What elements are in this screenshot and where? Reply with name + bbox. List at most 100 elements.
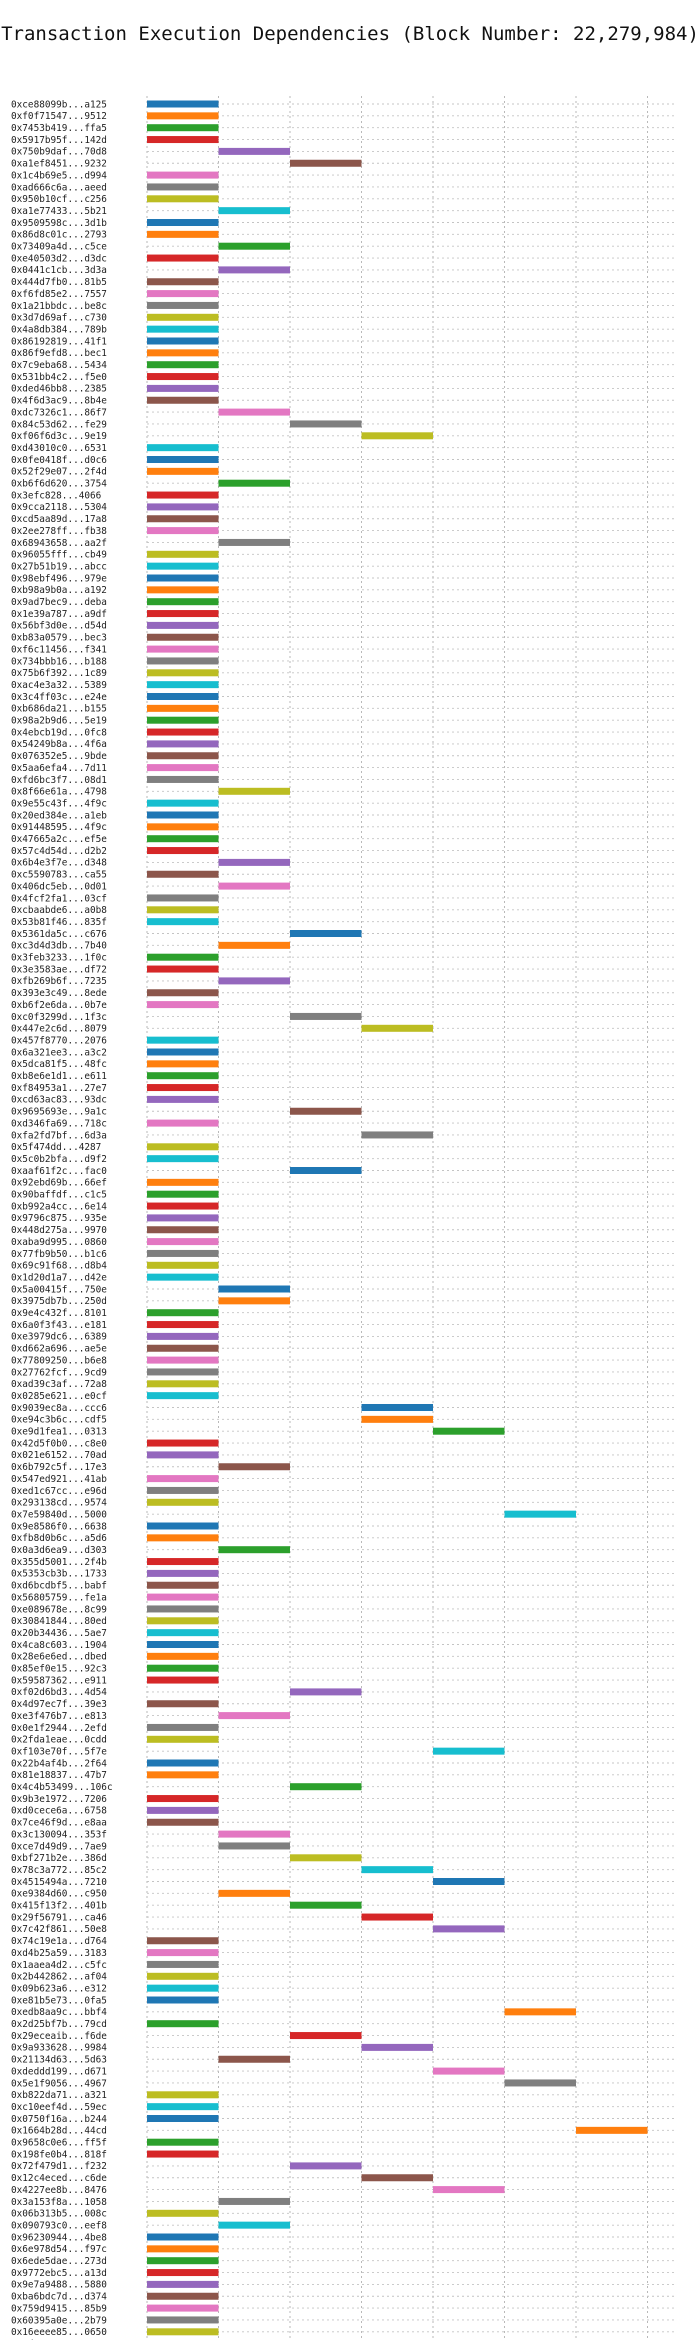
tx-label: 0x9e55c43f...4f9c [11, 798, 107, 809]
execution-bar [147, 2091, 219, 2099]
tx-label: 0x6e978d54...f97c [11, 2244, 107, 2255]
tx-label: 0x53b81f46...835f [11, 917, 107, 928]
tx-label: 0x355d5001...2f4b [11, 1557, 107, 1568]
execution-bar [147, 1984, 219, 1992]
execution-bar [147, 1795, 219, 1803]
tx-label: 0x198fe0b4...818f [11, 2149, 107, 2160]
execution-bar [218, 1712, 290, 1720]
execution-bar [147, 1498, 219, 1506]
tx-label: 0x6b4e3f7e...d348 [11, 858, 107, 869]
execution-bar [361, 2043, 433, 2051]
execution-bar [361, 1415, 433, 1423]
execution-bar [290, 2162, 362, 2170]
tx-label: 0xcbaabde6...a0b8 [11, 905, 107, 916]
execution-bar [218, 2197, 290, 2205]
tx-label: 0x54249b8a...4f6a [11, 739, 107, 750]
tx-label: 0x734bbb16...b188 [11, 656, 107, 667]
tx-label: 0x0a3d6ea9...d303 [11, 1545, 107, 1556]
tx-label: 0x3d7d69af...c730 [11, 313, 107, 324]
tx-label: 0x950b10cf...c256 [11, 194, 107, 205]
execution-bar [290, 1854, 362, 1862]
execution-bar [147, 124, 219, 132]
execution-bar [218, 1830, 290, 1838]
execution-bar [147, 183, 219, 191]
tx-label: 0x7453b419...ffa5 [11, 123, 107, 134]
execution-bar [147, 1558, 219, 1566]
tx-label: 0x52f29e07...2f4d [11, 467, 107, 478]
tx-label: 0x0441c1cb...3d3a [11, 265, 107, 276]
tx-label: 0x60395a0e...2b79 [11, 2315, 107, 2326]
tx-label: 0x85ef0e15...92c3 [11, 1664, 107, 1675]
execution-bar [147, 752, 219, 760]
execution-bar [147, 1581, 219, 1589]
tx-label: 0x415f13f2...401b [11, 1901, 107, 1912]
tx-label: 0x3feb3233...1f0c [11, 953, 107, 964]
tx-label: 0x69c91f68...d8b4 [11, 1261, 107, 1272]
tx-label: 0x28e6e6ed...dbed [11, 1652, 107, 1663]
tx-label: 0xf6c11456...f341 [11, 644, 107, 655]
execution-bar [433, 2067, 505, 2075]
tx-label: 0x0285e621...e0cf [11, 1391, 107, 1402]
tx-label: 0xf0f71547...9512 [11, 111, 107, 122]
execution-bar [147, 1072, 219, 1080]
execution-bar [147, 740, 219, 748]
tx-label: 0xcd5aa89d...17a8 [11, 514, 107, 525]
execution-bar [147, 870, 219, 878]
execution-bar [147, 835, 219, 843]
tx-label: 0x6a321ee3...a3c2 [11, 1047, 107, 1058]
execution-bar [147, 1155, 219, 1163]
tx-label: 0xe089678e...8c99 [11, 1604, 107, 1615]
execution-bar [147, 1238, 219, 1246]
tx-label: 0x96055fff...cb49 [11, 550, 107, 561]
execution-bar [147, 301, 219, 309]
tx-label: 0x2fda1eae...0cdd [11, 1735, 107, 1746]
execution-bar [147, 313, 219, 321]
execution-bar [290, 2032, 362, 2040]
execution-bar [290, 1012, 362, 1020]
execution-bar [147, 2316, 219, 2324]
tx-label: 0x84c53d62...fe29 [11, 419, 107, 430]
execution-bar [147, 1664, 219, 1672]
execution-bar [147, 1084, 219, 1092]
execution-bar [147, 1676, 219, 1684]
execution-bar [147, 1344, 219, 1352]
tx-label: 0x9ad7bec9...deba [11, 597, 107, 608]
tx-label: 0xf02d6bd3...4d54 [11, 1687, 107, 1698]
execution-bar [147, 1759, 219, 1767]
execution-bar [433, 2186, 505, 2194]
tx-label: 0x5dca81f5...48fc [11, 1059, 107, 1070]
execution-bar [147, 1534, 219, 1542]
execution-bar [147, 562, 219, 570]
execution-bar [147, 728, 219, 736]
tx-label: 0x3a153f8a...1058 [11, 2197, 107, 2208]
tx-label: 0xaaf61f2c...fac0 [11, 1166, 107, 1177]
execution-bar [147, 2280, 219, 2288]
execution-bar [147, 1937, 219, 1945]
execution-bar [147, 337, 219, 345]
execution-bar [147, 2138, 219, 2146]
tx-label: 0xc10eef4d...59ec [11, 2102, 107, 2113]
execution-bar [147, 823, 219, 831]
tx-label: 0xe3979dc6...6389 [11, 1332, 107, 1343]
execution-bar [147, 1723, 219, 1731]
tx-label: 0x090793c0...eef8 [11, 2220, 107, 2231]
tx-label: 0x0e1f2944...2efd [11, 1723, 107, 1734]
execution-bar [147, 2245, 219, 2253]
tx-label: 0x393e3c49...8ede [11, 988, 107, 999]
tx-label: 0x1d20d1a7...d42e [11, 1272, 107, 1283]
tx-label: 0x86f9efd8...bec1 [11, 348, 107, 359]
execution-bar [147, 456, 219, 463]
tx-label: 0xb992a4cc...6e14 [11, 1201, 107, 1212]
tx-label: 0xfd6bc3f7...08d1 [11, 775, 107, 786]
execution-bar [147, 290, 219, 298]
tx-label: 0x750b9daf...70d8 [11, 147, 107, 158]
execution-bar [147, 704, 219, 712]
execution-bar [147, 610, 219, 618]
tx-label: 0x4ca8c603...1904 [11, 1640, 107, 1651]
execution-bar [147, 1261, 219, 1269]
tx-label: 0x1aaea4d2...c5fc [11, 1960, 107, 1971]
execution-bar [147, 515, 219, 523]
execution-bar [147, 1356, 219, 1364]
execution-bar [147, 550, 219, 558]
execution-bar [290, 930, 362, 937]
